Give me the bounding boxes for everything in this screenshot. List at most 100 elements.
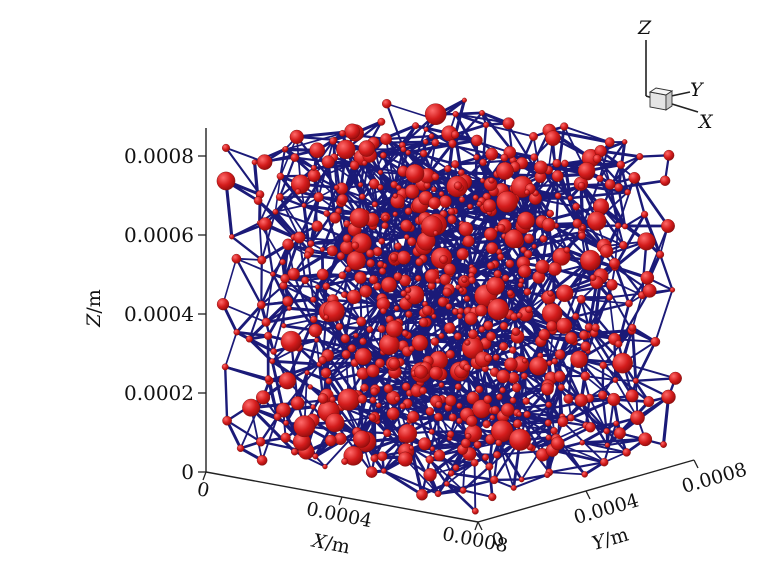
pore-sphere bbox=[378, 185, 384, 191]
pore-sphere bbox=[348, 344, 356, 352]
pore-sphere bbox=[474, 441, 481, 448]
throat-segment bbox=[225, 367, 269, 381]
pore-sphere bbox=[337, 252, 345, 260]
pore-sphere bbox=[270, 272, 275, 277]
pore-sphere bbox=[312, 221, 323, 232]
pore-sphere bbox=[448, 470, 454, 476]
pore-sphere bbox=[471, 135, 482, 146]
pore-sphere bbox=[617, 161, 625, 169]
pore-sphere bbox=[546, 435, 552, 441]
pore-sphere bbox=[271, 348, 277, 354]
throat-segment bbox=[655, 290, 672, 342]
pore-sphere bbox=[512, 328, 520, 336]
pore-sphere bbox=[308, 240, 314, 246]
pore-sphere bbox=[405, 185, 419, 199]
pore-sphere bbox=[579, 331, 588, 340]
pore-sphere bbox=[262, 318, 271, 327]
pore-sphere bbox=[423, 139, 428, 144]
pore-sphere bbox=[383, 429, 391, 437]
pore-sphere bbox=[393, 212, 398, 217]
pore-sphere bbox=[398, 452, 413, 467]
pore-sphere bbox=[394, 273, 402, 281]
pore-sphere bbox=[353, 431, 370, 448]
pore-sphere bbox=[424, 468, 437, 481]
pore-sphere bbox=[604, 428, 610, 434]
pore-sphere bbox=[465, 433, 471, 439]
pore-sphere bbox=[451, 131, 459, 139]
y-tick-label-group: 0.0004 bbox=[571, 489, 641, 528]
pore-sphere bbox=[378, 118, 385, 125]
pore-sphere bbox=[397, 251, 411, 265]
pore-sphere bbox=[517, 212, 534, 229]
pore-sphere bbox=[510, 397, 516, 403]
pore-sphere bbox=[435, 401, 442, 408]
pore-sphere bbox=[494, 270, 502, 278]
pore-sphere bbox=[656, 251, 664, 259]
pore-sphere bbox=[607, 393, 620, 406]
pore-sphere bbox=[496, 394, 502, 400]
pore-sphere bbox=[291, 448, 298, 455]
pore-sphere bbox=[398, 424, 417, 443]
z-axis-unit: m bbox=[83, 289, 105, 307]
pore-sphere bbox=[488, 493, 496, 501]
pore-sphere bbox=[457, 403, 463, 409]
pore-sphere bbox=[394, 306, 399, 311]
pore-sphere bbox=[434, 450, 445, 461]
pore-sphere bbox=[560, 123, 568, 131]
pore-sphere bbox=[419, 318, 428, 327]
pore-sphere bbox=[606, 294, 612, 300]
pore-sphere bbox=[580, 250, 600, 270]
pore-sphere bbox=[598, 391, 607, 400]
pore-sphere bbox=[354, 333, 359, 338]
pore-sphere bbox=[593, 155, 601, 163]
throat-segment bbox=[549, 472, 584, 474]
pore-sphere bbox=[426, 456, 434, 464]
pore-sphere bbox=[497, 224, 505, 232]
pore-sphere bbox=[321, 368, 331, 378]
pore-sphere bbox=[486, 277, 504, 295]
pore-sphere bbox=[483, 420, 491, 428]
pore-sphere bbox=[359, 194, 365, 200]
pore-sphere bbox=[223, 416, 232, 425]
pore-sphere bbox=[540, 235, 547, 242]
pore-sphere bbox=[258, 256, 267, 265]
pore-sphere bbox=[222, 144, 230, 152]
pore-sphere bbox=[322, 156, 335, 169]
pore-sphere bbox=[463, 235, 474, 246]
pore-sphere bbox=[580, 440, 585, 445]
pore-sphere bbox=[379, 335, 399, 355]
pore-sphere bbox=[568, 196, 573, 201]
pore-sphere bbox=[669, 372, 682, 385]
pore-sphere bbox=[551, 437, 564, 450]
pore-sphere bbox=[371, 455, 378, 462]
pore-sphere bbox=[367, 259, 375, 267]
pore-sphere bbox=[323, 464, 328, 469]
pore-sphere bbox=[490, 415, 495, 420]
pore-sphere bbox=[273, 209, 278, 214]
pore-sphere bbox=[619, 241, 627, 249]
pore-sphere bbox=[270, 359, 275, 364]
throat-segment bbox=[632, 328, 635, 381]
z-axis-name: Z bbox=[83, 313, 105, 328]
pore-sphere bbox=[382, 99, 391, 108]
pore-sphere bbox=[523, 398, 530, 405]
pore-sphere bbox=[459, 222, 473, 236]
pore-network bbox=[217, 98, 682, 514]
pore-sphere bbox=[439, 195, 451, 207]
pore-sphere bbox=[454, 333, 461, 340]
pore-sphere bbox=[350, 161, 359, 170]
pore-sphere bbox=[412, 122, 419, 129]
pore-sphere bbox=[376, 403, 381, 408]
pore-sphere bbox=[626, 390, 639, 403]
pore-sphere bbox=[415, 275, 421, 281]
pore-sphere bbox=[553, 159, 561, 167]
pore-sphere bbox=[555, 193, 561, 199]
pore-sphere bbox=[517, 313, 523, 319]
pore-sphere bbox=[320, 247, 325, 252]
throat-segment bbox=[225, 332, 237, 367]
pore-sphere bbox=[402, 383, 410, 391]
x-axis-title: X/m bbox=[308, 529, 351, 558]
pore-sphere bbox=[327, 246, 338, 257]
pore-sphere bbox=[440, 274, 451, 285]
